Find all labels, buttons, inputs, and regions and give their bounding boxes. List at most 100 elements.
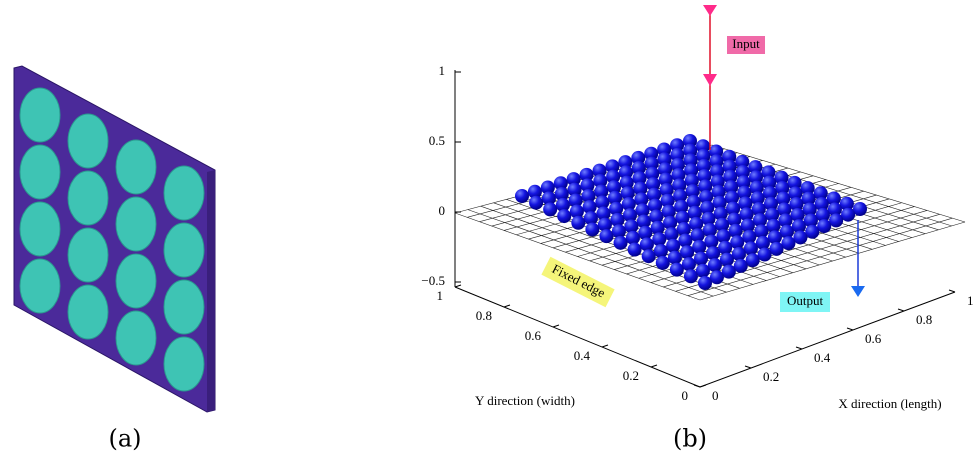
mass — [793, 230, 808, 245]
x-tick-label: 0.2 — [763, 369, 779, 384]
mass — [711, 185, 726, 200]
y-tick-label: 0.6 — [525, 328, 542, 343]
mass — [722, 159, 737, 174]
mass — [620, 186, 635, 201]
y-tick — [454, 284, 462, 288]
mass — [658, 172, 673, 187]
inclusion — [67, 284, 109, 340]
mass — [658, 162, 673, 177]
x-tick-label: 0.4 — [814, 350, 831, 365]
masses — [515, 134, 867, 290]
mass — [743, 241, 758, 256]
mass — [657, 152, 672, 167]
mass — [567, 182, 582, 197]
mass — [706, 246, 721, 261]
mass — [667, 250, 682, 265]
mass — [685, 184, 700, 199]
mass — [583, 211, 598, 226]
mass — [827, 202, 842, 217]
mass — [727, 212, 742, 227]
mass — [627, 242, 642, 257]
grid-line — [711, 144, 966, 223]
mass — [788, 186, 803, 201]
mass — [585, 222, 600, 237]
mass — [774, 170, 789, 185]
output-marker — [851, 286, 865, 297]
mass — [657, 142, 672, 157]
mass — [815, 207, 830, 222]
mass — [715, 217, 730, 232]
mass — [606, 169, 621, 184]
mass — [553, 176, 568, 191]
mass — [639, 237, 654, 252]
mass — [742, 229, 757, 244]
mass — [755, 235, 770, 250]
input-marker — [703, 74, 717, 86]
inclusion — [19, 258, 61, 314]
mass — [748, 160, 763, 175]
mass — [659, 183, 674, 198]
mass — [754, 224, 769, 239]
inclusion — [163, 336, 205, 392]
mass — [555, 197, 570, 212]
mass — [540, 180, 555, 195]
mass — [689, 216, 704, 231]
mass — [625, 230, 640, 245]
fixed-edge-box — [541, 256, 615, 308]
mass — [724, 180, 739, 195]
x-tick — [846, 327, 854, 331]
mass — [611, 224, 626, 239]
mass — [791, 219, 806, 234]
mass — [739, 207, 754, 222]
mass — [777, 202, 792, 217]
y-tick — [699, 384, 707, 388]
mass — [650, 220, 665, 235]
mass — [675, 210, 690, 225]
output-label: Output — [787, 293, 824, 308]
mass — [710, 174, 725, 189]
mass — [684, 173, 699, 188]
output-label-box — [780, 292, 830, 312]
inclusion — [67, 170, 109, 226]
mass — [529, 195, 544, 210]
mass — [554, 187, 569, 202]
mass — [841, 207, 856, 222]
x-tick — [744, 365, 752, 369]
inclusion — [19, 201, 61, 257]
x-tick — [795, 346, 803, 350]
mass — [671, 167, 686, 182]
mass — [805, 224, 820, 239]
caption-a: (a) — [108, 425, 141, 453]
mass — [712, 195, 727, 210]
z-tick-label: 1 — [439, 63, 446, 78]
mass — [609, 201, 624, 216]
inclusion — [115, 196, 157, 252]
grid-line — [699, 221, 966, 301]
mass — [605, 159, 620, 174]
mass — [683, 143, 698, 158]
mass — [666, 238, 681, 253]
inclusion — [115, 139, 157, 195]
mass — [749, 170, 763, 185]
mass — [661, 204, 676, 219]
mass — [829, 213, 844, 228]
mass — [709, 154, 724, 169]
y-tick-label: 0.8 — [476, 308, 492, 323]
mass — [610, 212, 625, 227]
mass — [775, 180, 790, 195]
mass — [750, 191, 765, 206]
mass — [596, 206, 611, 221]
input-marker — [703, 5, 717, 16]
mass — [623, 208, 637, 223]
y-tick-label: 0.2 — [623, 368, 639, 383]
mass — [803, 213, 818, 228]
mass — [527, 184, 542, 199]
mass — [761, 165, 776, 180]
y-axis — [454, 286, 701, 388]
y-tick-label: 0 — [682, 388, 689, 403]
inclusion — [67, 227, 109, 283]
mass — [766, 218, 781, 233]
mass — [696, 158, 711, 173]
mass — [681, 257, 696, 272]
